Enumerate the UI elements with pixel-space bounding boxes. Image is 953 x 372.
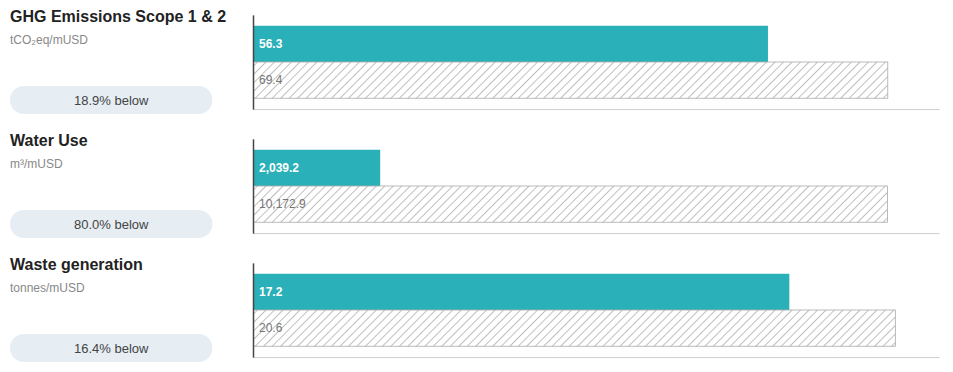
badge: 18.9% below bbox=[10, 86, 212, 114]
data-label: 2,039.2 bbox=[259, 161, 299, 175]
plot-area: 56.3 69.4 bbox=[253, 15, 940, 109]
data-label: 56.3 bbox=[259, 37, 283, 51]
bars bbox=[253, 150, 887, 222]
metric-row: GHG Emissions Scope 1 & 2 tCO₂eq/mUSD 18.9… bbox=[10, 8, 940, 114]
plot-area: 2,039.2 10,172.9 bbox=[253, 139, 940, 233]
y-axis-line bbox=[253, 263, 255, 357]
x-axis bbox=[254, 357, 940, 358]
data-labels: 17.2 20.6 bbox=[259, 285, 283, 335]
data-label: 20.6 bbox=[259, 321, 283, 335]
bar bbox=[253, 150, 380, 186]
data-label: 69.4 bbox=[259, 73, 283, 87]
chart-container: GHG Emissions Scope 1 & 2 tCO₂eq/mUSD 18.9… bbox=[0, 0, 953, 372]
annotation: 18.9% below bbox=[74, 93, 149, 108]
bar bbox=[253, 186, 887, 222]
chart-subtitle: tCO₂eq/mUSD bbox=[10, 33, 88, 47]
plot-area: 17.2 20.6 bbox=[253, 263, 940, 357]
bars bbox=[253, 26, 888, 98]
chart-subtitle: m³/mUSD bbox=[10, 157, 63, 171]
chart-title: Waste generation bbox=[10, 256, 143, 273]
chart-title: GHG Emissions Scope 1 & 2 bbox=[10, 8, 226, 25]
y-axis bbox=[253, 263, 254, 357]
badge-background bbox=[10, 86, 212, 114]
y-axis bbox=[253, 139, 254, 233]
data-labels: 2,039.2 10,172.9 bbox=[259, 161, 306, 211]
annotation: 16.4% below bbox=[74, 341, 149, 356]
chart-subtitle: tonnes/mUSD bbox=[10, 281, 85, 295]
bars bbox=[253, 274, 895, 346]
bar bbox=[253, 274, 789, 310]
y-axis-line bbox=[253, 139, 255, 233]
chart-svg: GHG Emissions Scope 1 & 2 tCO₂eq/mUSD 18.9… bbox=[0, 0, 953, 372]
y-axis bbox=[253, 15, 254, 109]
x-axis bbox=[254, 109, 940, 110]
data-label: 10,172.9 bbox=[259, 197, 306, 211]
chart-title: Water Use bbox=[10, 132, 88, 149]
metric-row: Water Use m³/mUSD 80.0% below 2,039.2 10,172… bbox=[10, 132, 940, 238]
badge: 80.0% below bbox=[10, 210, 212, 238]
metric-row: Waste generation tonnes/mUSD 16.4% below 17… bbox=[10, 256, 940, 362]
badge-background bbox=[10, 210, 212, 238]
x-axis-line bbox=[254, 233, 940, 234]
x-axis-line bbox=[254, 109, 940, 110]
badge: 16.4% below bbox=[10, 334, 212, 362]
annotation: 80.0% below bbox=[74, 217, 149, 232]
x-axis-line bbox=[254, 357, 940, 358]
y-axis-line bbox=[253, 15, 255, 109]
data-labels: 56.3 69.4 bbox=[259, 37, 283, 87]
bar bbox=[253, 62, 888, 98]
bar bbox=[253, 26, 768, 62]
badge-background bbox=[10, 334, 212, 362]
x-axis bbox=[254, 233, 940, 234]
bar bbox=[253, 310, 895, 346]
data-label: 17.2 bbox=[259, 285, 283, 299]
